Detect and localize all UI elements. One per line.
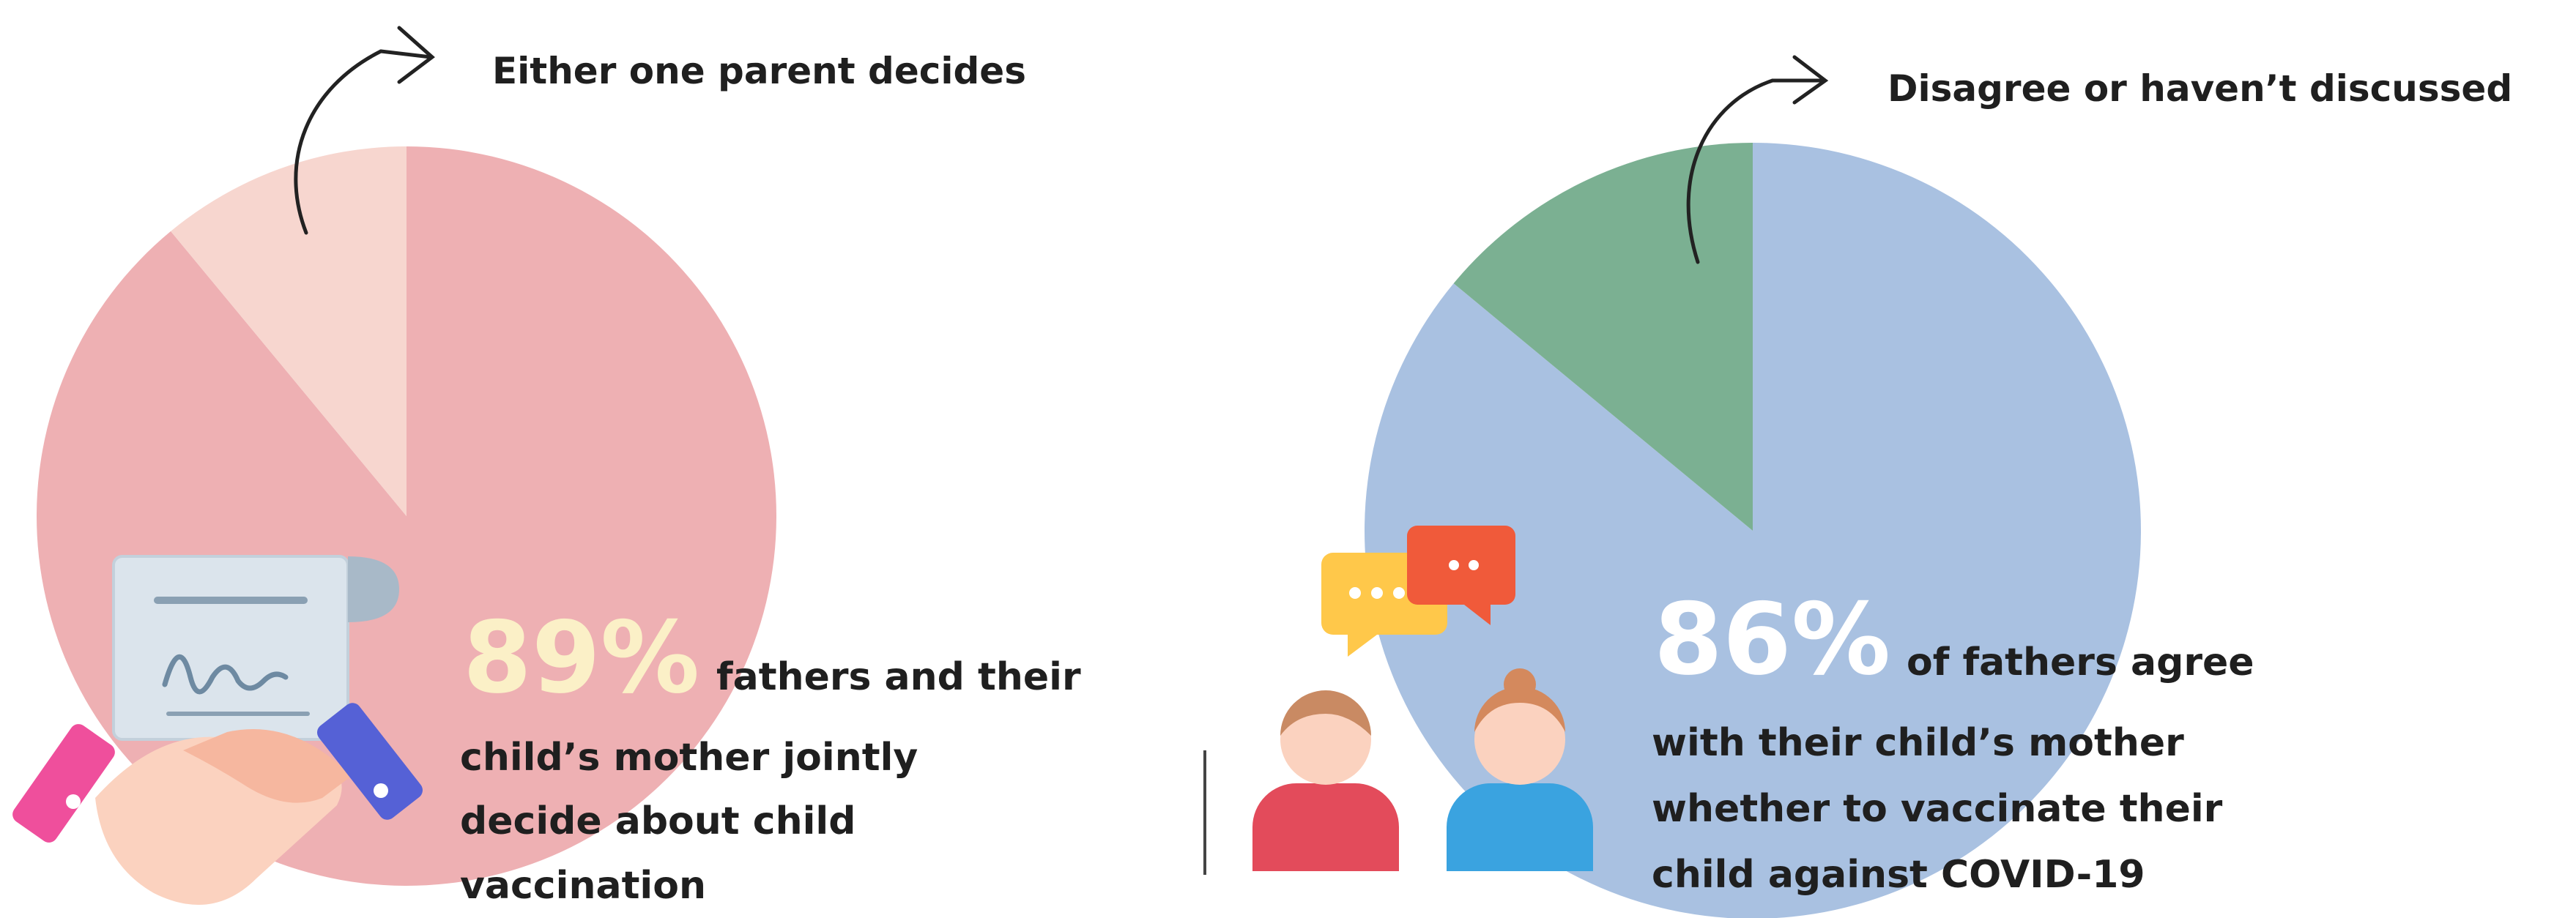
right-text-line-3: whether to vaccinate their <box>1652 787 2223 831</box>
left-text-line-1: fathers and their <box>716 655 1081 699</box>
left-text-line-3: decide about child <box>460 799 856 843</box>
right-percentage: 86% <box>1654 582 1891 697</box>
right-text-line-4: child against COVID-19 <box>1652 853 2145 897</box>
left-text-line-4: vaccination <box>460 864 706 908</box>
right-slice-disagree <box>1453 143 1753 531</box>
left-percentage: 89% <box>463 600 700 715</box>
right-callout-label: Disagree or haven’t discussed <box>1888 67 2513 110</box>
left-callout-label: Either one parent decides <box>492 50 1026 92</box>
two-people-discussion-icon <box>1203 526 1593 875</box>
left-text-line-2: child’s mother jointly <box>460 736 918 780</box>
left-slice-one-parent <box>171 146 407 516</box>
handshake-agreement-icon <box>12 555 423 905</box>
right-text-line-1: of fathers agree <box>1907 641 2254 684</box>
left-callout-arrow <box>294 26 435 235</box>
right-text-line-2: with their child’s mother <box>1652 721 2184 765</box>
right-callout-arrow <box>1686 55 1829 264</box>
